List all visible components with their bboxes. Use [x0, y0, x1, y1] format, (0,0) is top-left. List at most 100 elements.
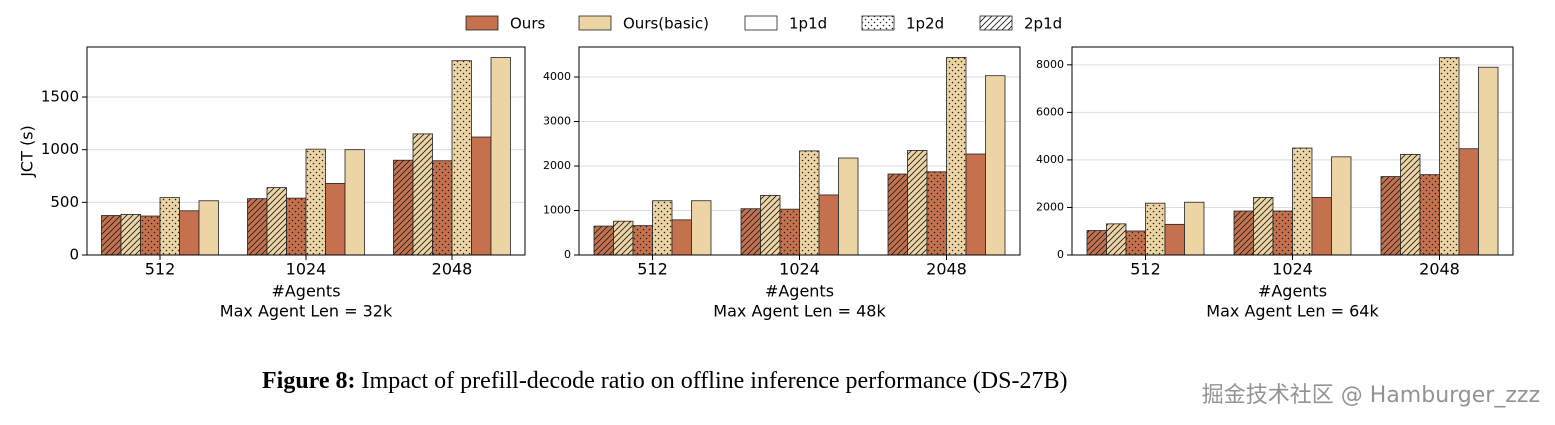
bar: [818, 194, 839, 256]
bar: [1253, 197, 1274, 256]
y-tick-label: 3000: [543, 115, 571, 128]
bar: [760, 194, 781, 256]
y-tick-label: 8000: [1036, 58, 1064, 71]
bar: [946, 57, 967, 256]
figure-label: Figure 8:: [262, 368, 356, 394]
bar: [490, 57, 511, 256]
y-tick-label: 0: [564, 248, 571, 261]
bar: [140, 215, 161, 256]
axes-frame: [578, 46, 1021, 256]
legend-swatch: [861, 15, 895, 31]
bar: [101, 215, 122, 256]
bar: [198, 200, 219, 256]
bar: [887, 173, 908, 256]
figure-caption-text: Impact of prefill-decode ratio on offlin…: [362, 368, 1068, 394]
legend-swatch: [465, 15, 499, 31]
legend-swatch: [979, 15, 1013, 31]
y-tick-label: 1500: [41, 88, 79, 106]
bar: [344, 149, 365, 256]
bar: [179, 210, 200, 256]
bar: [1311, 197, 1332, 256]
y-tick-label: 500: [50, 193, 79, 211]
axes-frame: [86, 46, 526, 256]
bar: [1292, 147, 1313, 256]
figure-caption: Figure 8: Impact of prefill-decode ratio…: [262, 368, 1067, 394]
x-tick-label: 512: [145, 260, 176, 279]
bar: [907, 150, 928, 256]
bar: [985, 75, 1006, 256]
bar: [740, 208, 761, 256]
bar: [691, 200, 712, 256]
bar: [159, 197, 180, 256]
bar: [613, 220, 634, 256]
bar: [779, 208, 800, 256]
x-tick-label: 1024: [286, 260, 327, 279]
bar: [671, 219, 692, 256]
bar: [965, 153, 986, 256]
bar: [412, 133, 433, 256]
y-tick-label: 0: [1057, 248, 1064, 261]
bar: [1478, 66, 1499, 256]
x-axis-label: #Agents: [1258, 282, 1327, 301]
x-tick-label: 2048: [1419, 260, 1460, 279]
bar: [1272, 210, 1293, 256]
y-tick-label: 0: [69, 246, 79, 264]
legend-label: Ours: [510, 15, 545, 33]
legend-label: 1p1d: [789, 15, 827, 33]
bar: [266, 187, 287, 256]
watermark: 掘金技术社区 @ Hamburger_zzz: [1202, 383, 1540, 408]
bar: [1233, 210, 1254, 256]
bar: [325, 182, 346, 256]
y-tick-label: 2000: [1036, 200, 1064, 213]
legend-label: 1p2d: [906, 15, 944, 33]
bar: [1400, 154, 1421, 256]
x-axis-label: #Agents: [765, 282, 834, 301]
x-tick-label: 1024: [1272, 260, 1313, 279]
bar: [1419, 174, 1440, 256]
bar: [393, 159, 414, 256]
bar: [1184, 201, 1205, 256]
x-tick-label: 512: [637, 260, 668, 279]
y-tick-label: 6000: [1036, 105, 1064, 118]
x-axis-sublabel: Max Agent Len = 64k: [1206, 302, 1379, 321]
bar: [926, 171, 947, 256]
bar: [1164, 223, 1185, 256]
bar: [1439, 57, 1460, 256]
x-tick-label: 1024: [779, 260, 820, 279]
legend-label: Ours(basic): [623, 15, 709, 33]
y-tick-label: 2000: [543, 159, 571, 172]
legend-swatch: [744, 15, 778, 31]
bar: [432, 160, 453, 256]
y-tick-label: 4000: [543, 70, 571, 83]
bar: [799, 150, 820, 256]
bar: [1380, 176, 1401, 256]
bar: [120, 214, 141, 256]
y-tick-label: 1000: [41, 140, 79, 158]
x-tick-label: 2048: [432, 260, 473, 279]
bar: [247, 198, 268, 256]
legend-swatch: [578, 15, 612, 31]
y-tick-label: 4000: [1036, 153, 1064, 166]
legend-label: 2p1d: [1024, 15, 1062, 33]
bar: [652, 200, 673, 256]
x-axis-label: #Agents: [271, 282, 340, 301]
bar: [632, 225, 653, 256]
bar: [593, 225, 614, 256]
bar: [1086, 230, 1107, 256]
y-tick-label: 1000: [543, 204, 571, 217]
bar: [286, 197, 307, 256]
x-tick-label: 2048: [926, 260, 967, 279]
bar: [305, 148, 326, 256]
x-axis-sublabel: Max Agent Len = 32k: [220, 302, 393, 321]
y-axis-label: JCT (s): [18, 125, 37, 178]
bar: [1125, 230, 1146, 256]
bar: [1106, 223, 1127, 256]
bar: [471, 136, 492, 256]
bar: [451, 60, 472, 256]
x-tick-label: 512: [1130, 260, 1161, 279]
bar: [838, 157, 859, 256]
x-axis-sublabel: Max Agent Len = 48k: [713, 302, 886, 321]
bar: [1145, 202, 1166, 256]
bar: [1331, 156, 1352, 256]
